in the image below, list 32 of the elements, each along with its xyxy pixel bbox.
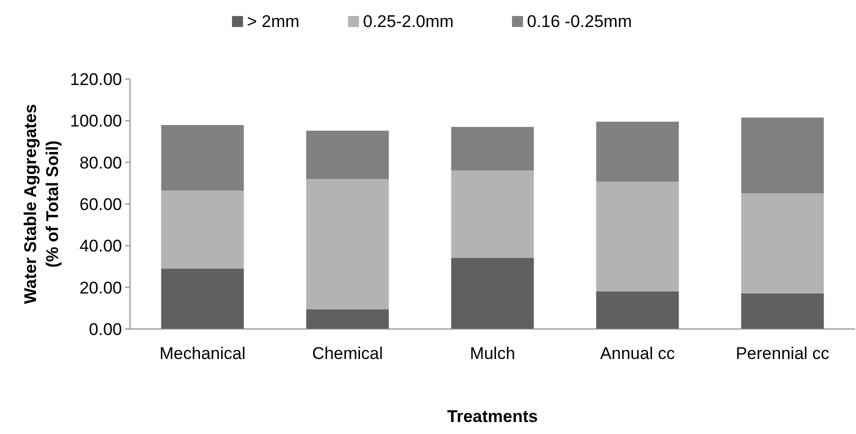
bar bbox=[741, 193, 824, 294]
x-tick-label: Mulch bbox=[470, 344, 516, 363]
bar bbox=[306, 179, 389, 310]
y-tick-label: 80.00 bbox=[79, 153, 122, 172]
y-tick-label: 40.00 bbox=[79, 236, 122, 256]
bar bbox=[596, 122, 679, 182]
x-axis-title: Treatments bbox=[447, 407, 538, 426]
y-tick-label: 20.00 bbox=[79, 278, 122, 298]
bar bbox=[451, 126, 534, 170]
x-tick-label: Perennial cc bbox=[736, 344, 830, 363]
y-tick-label: 0.00 bbox=[88, 320, 122, 339]
bar bbox=[306, 130, 389, 179]
bar bbox=[161, 190, 244, 269]
legend-label: 0.25-2.0mm bbox=[363, 12, 454, 31]
bar bbox=[161, 268, 244, 329]
x-tick-label: Annual cc bbox=[600, 344, 676, 363]
x-tick-label: Mechanical bbox=[160, 344, 246, 363]
y-tick-label: 120.00 bbox=[70, 70, 122, 89]
bar bbox=[741, 118, 824, 194]
bar bbox=[741, 293, 824, 329]
bar bbox=[451, 170, 534, 258]
bar bbox=[451, 258, 534, 329]
bar bbox=[596, 292, 679, 329]
bar bbox=[161, 125, 244, 191]
y-tick-label: 100.00 bbox=[70, 112, 122, 131]
y-tick-label: 60.00 bbox=[79, 194, 122, 214]
x-tick-label: Chemical bbox=[312, 344, 383, 363]
bar bbox=[596, 182, 679, 292]
bar bbox=[306, 309, 389, 329]
legend-label: > 2mm bbox=[247, 12, 300, 31]
legend-label: 0.16 -0.25mm bbox=[527, 12, 632, 31]
y-axis-title: Water Stable Aggregates (% of Total Soil) bbox=[21, 104, 62, 304]
